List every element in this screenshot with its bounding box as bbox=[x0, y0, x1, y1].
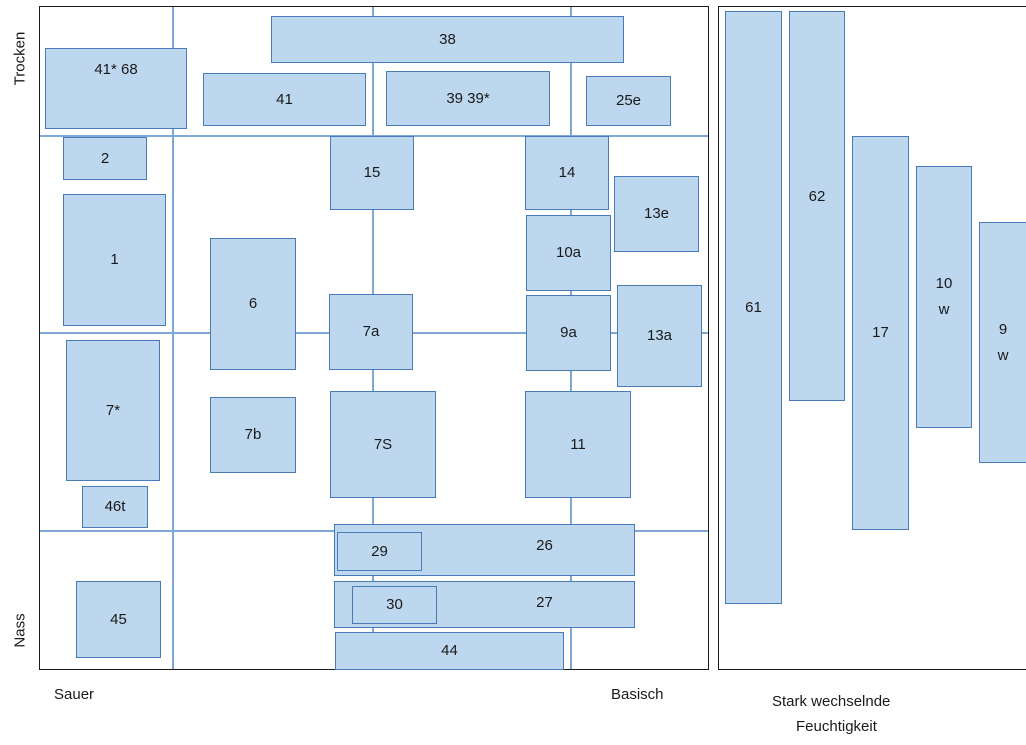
side-label-line2: Feuchtigkeit bbox=[796, 718, 877, 735]
unit-7a-label: 7a bbox=[362, 323, 380, 340]
unit-46t-label: 46t bbox=[104, 498, 126, 515]
grid-line-v1 bbox=[172, 7, 174, 669]
unit-25e-label: 25e bbox=[615, 92, 642, 109]
unit-9w-label-line1: 9 bbox=[998, 320, 1008, 338]
unit-30: 30 bbox=[352, 586, 437, 624]
unit-15: 15 bbox=[330, 136, 414, 210]
unit-7b-label: 7b bbox=[244, 426, 262, 443]
unit-10w-label-line2: w bbox=[938, 301, 950, 318]
unit-10a: 10a bbox=[526, 215, 611, 291]
unit-14: 14 bbox=[525, 136, 609, 210]
unit-9a-label: 9a bbox=[560, 324, 577, 341]
axis-label-sauer: Sauer bbox=[54, 686, 95, 703]
unit-11-label: 11 bbox=[570, 435, 586, 453]
unit-17-label: 17 bbox=[872, 324, 889, 341]
axis-label-trocken: Trocken bbox=[11, 31, 29, 86]
unit-29: 29 bbox=[337, 532, 422, 571]
unit-41-label: 41 bbox=[276, 90, 293, 108]
unit-61-label: 61 bbox=[745, 298, 762, 316]
unit-13a: 13a bbox=[617, 285, 702, 387]
unit-62: 62 bbox=[789, 11, 845, 401]
grid-line-h1 bbox=[40, 135, 708, 137]
unit-1: 1 bbox=[63, 194, 166, 326]
unit-45-label: 45 bbox=[110, 610, 127, 628]
unit-13e-label: 13e bbox=[643, 205, 670, 222]
axis-label-nass: Nass bbox=[11, 613, 29, 648]
unit-30-label: 30 bbox=[386, 596, 403, 613]
unit-25e: 25e bbox=[586, 76, 671, 126]
unit-7-star-label: 7* bbox=[105, 401, 121, 419]
unit-44: 44 bbox=[335, 632, 564, 670]
unit-38-label: 38 bbox=[439, 30, 456, 48]
unit-7S-label: 7S bbox=[373, 435, 393, 453]
unit-1-label: 1 bbox=[110, 251, 119, 268]
unit-45: 45 bbox=[76, 581, 161, 658]
unit-26-label: 26 bbox=[536, 537, 553, 554]
unit-10w: 10 w bbox=[916, 166, 972, 428]
unit-9a: 9a bbox=[526, 295, 611, 371]
unit-13e: 13e bbox=[614, 176, 699, 252]
unit-2-label: 2 bbox=[100, 149, 110, 167]
unit-29-label: 29 bbox=[371, 542, 388, 560]
unit-41s-68-label: 41* 68 bbox=[94, 61, 138, 78]
unit-7S: 7S bbox=[330, 391, 436, 498]
unit-9w-label-line2: w bbox=[997, 346, 1009, 364]
unit-27-label: 27 bbox=[536, 594, 553, 611]
unit-44-label: 44 bbox=[441, 642, 458, 659]
unit-10w-label-line1: 10 bbox=[935, 275, 953, 292]
unit-14-label: 14 bbox=[558, 164, 576, 181]
unit-6-label: 6 bbox=[248, 295, 258, 312]
unit-61: 61 bbox=[725, 11, 782, 604]
unit-41: 41 bbox=[203, 73, 366, 126]
unit-39-39s: 39 39* bbox=[386, 71, 550, 126]
unit-46t: 46t bbox=[82, 486, 148, 528]
unit-15-label: 15 bbox=[363, 164, 381, 181]
unit-9w: 9 w bbox=[979, 222, 1026, 463]
unit-38: 38 bbox=[271, 16, 624, 63]
unit-13a-label: 13a bbox=[646, 327, 673, 344]
unit-62-label: 62 bbox=[808, 188, 826, 205]
unit-7-star: 7* bbox=[66, 340, 160, 481]
unit-17: 17 bbox=[852, 136, 909, 530]
unit-6: 6 bbox=[210, 238, 296, 370]
unit-11: 11 bbox=[525, 391, 631, 498]
unit-39-label: 39 39* bbox=[446, 89, 490, 107]
unit-2: 2 bbox=[63, 137, 147, 180]
axis-label-basisch: Basisch bbox=[611, 686, 664, 703]
side-label-line1: Stark wechselnde bbox=[772, 693, 891, 710]
unit-10a-label: 10a bbox=[555, 244, 582, 261]
unit-7b: 7b bbox=[210, 397, 296, 473]
unit-41s-68: 41* 68 bbox=[45, 48, 187, 129]
unit-7a: 7a bbox=[329, 294, 413, 370]
